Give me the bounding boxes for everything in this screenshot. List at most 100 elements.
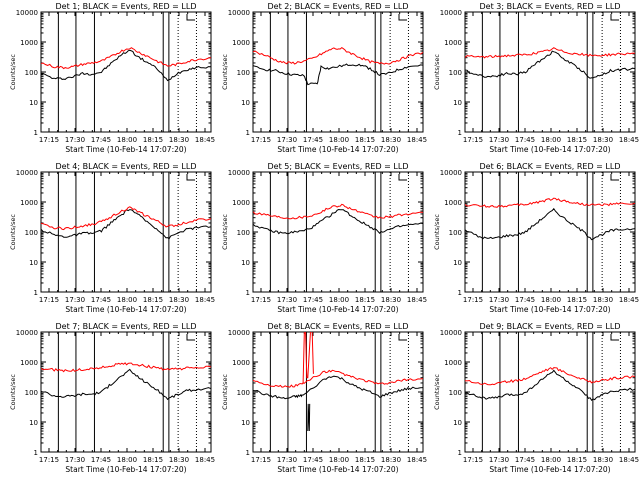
panel-det-1: Det 1; BLACK = Events, RED = LLD 1 10 100 10… bbox=[9, 2, 215, 154]
x-tick-label: 17:15 bbox=[463, 136, 483, 144]
x-tick-label: 18:00 bbox=[541, 136, 561, 144]
y-tick-label: 100 bbox=[449, 229, 462, 237]
series-events-line bbox=[253, 63, 423, 86]
y-tick-label: 1000 bbox=[232, 39, 250, 47]
panel-title: Det 2; BLACK = Events, RED = LLD bbox=[268, 2, 409, 11]
panel-title: Det 5; BLACK = Events, RED = LLD bbox=[268, 162, 409, 171]
series-events-line bbox=[41, 49, 211, 82]
y-tick-label: 10 bbox=[29, 419, 38, 427]
x-tick-label: 18:30 bbox=[593, 456, 613, 464]
series-lld-line bbox=[253, 46, 423, 65]
series-group bbox=[253, 332, 423, 432]
y-tick-label: 10000 bbox=[228, 329, 250, 337]
x-tick-label: 17:15 bbox=[39, 456, 59, 464]
x-tick-label: 18:15 bbox=[143, 296, 163, 304]
x-tick-label: 18:15 bbox=[567, 456, 587, 464]
y-tick-label: 100 bbox=[449, 69, 462, 77]
series-group bbox=[41, 206, 211, 240]
y-tick-label: 10 bbox=[29, 259, 38, 267]
series-group bbox=[41, 362, 211, 401]
panel-title: Det 1; BLACK = Events, RED = LLD bbox=[56, 2, 197, 11]
x-tick-label: 17:30 bbox=[277, 136, 297, 144]
panel-det-5: Det 5; BLACK = Events, RED = LLD 1 10 100 10… bbox=[221, 162, 427, 314]
x-tick-label: 18:00 bbox=[117, 456, 137, 464]
x-tick-label: 17:45 bbox=[515, 136, 535, 144]
x-tick-label: 17:30 bbox=[65, 136, 85, 144]
series-saturation-spike-lld-line bbox=[302, 332, 314, 384]
y-tick-label: 1 bbox=[246, 449, 250, 457]
x-tick-label: 18:45 bbox=[619, 456, 639, 464]
y-tick-label: 100 bbox=[25, 229, 38, 237]
x-tick-label: 18:30 bbox=[169, 136, 189, 144]
x-tick-label: 17:15 bbox=[39, 136, 59, 144]
y-tick-label: 10 bbox=[241, 419, 250, 427]
corner-marker bbox=[398, 14, 407, 21]
x-tick-label: 17:45 bbox=[515, 456, 535, 464]
corner-marker bbox=[398, 334, 407, 341]
y-tick-label: 1 bbox=[458, 289, 462, 297]
series-group bbox=[253, 203, 423, 235]
x-tick-label: 18:45 bbox=[195, 296, 215, 304]
corner-marker bbox=[610, 174, 619, 181]
x-tick-label: 17:45 bbox=[303, 296, 323, 304]
x-tick-label: 18:15 bbox=[143, 136, 163, 144]
series-group bbox=[465, 47, 635, 79]
x-tick-label: 18:15 bbox=[355, 456, 375, 464]
x-tick-label: 17:45 bbox=[303, 136, 323, 144]
x-tick-label: 18:30 bbox=[381, 296, 401, 304]
x-tick-label: 17:45 bbox=[91, 456, 111, 464]
x-tick-label: 18:45 bbox=[407, 136, 427, 144]
x-tick-label: 17:30 bbox=[489, 456, 509, 464]
y-axis-label: Counts/sec bbox=[221, 214, 229, 250]
x-tick-label: 18:00 bbox=[117, 296, 137, 304]
y-tick-label: 1 bbox=[34, 289, 38, 297]
y-tick-label: 10 bbox=[453, 259, 462, 267]
x-tick-label: 18:45 bbox=[407, 456, 427, 464]
y-tick-label: 10 bbox=[241, 99, 250, 107]
series-dropout-events-line bbox=[307, 403, 311, 432]
x-axis-label: Start Time (10-Feb-14 17:07:20) bbox=[65, 145, 186, 154]
panel-title: Det 8; BLACK = Events, RED = LLD bbox=[268, 322, 409, 331]
panel-det-9: Det 9; BLACK = Events, RED = LLD 1 10 100 10… bbox=[433, 322, 639, 474]
x-tick-label: 17:30 bbox=[65, 456, 85, 464]
series-events-line bbox=[41, 209, 211, 240]
x-tick-label: 17:30 bbox=[65, 296, 85, 304]
panel-det-4: Det 4; BLACK = Events, RED = LLD 1 10 100 10… bbox=[9, 162, 215, 314]
panel-det-3: Det 3; BLACK = Events, RED = LLD 1 10 100 10… bbox=[433, 2, 639, 154]
series-group bbox=[465, 197, 635, 241]
y-tick-label: 10 bbox=[241, 259, 250, 267]
x-tick-label: 18:45 bbox=[195, 456, 215, 464]
series-lld-line bbox=[41, 47, 211, 70]
panel-det-7: Det 7; BLACK = Events, RED = LLD 1 10 100 10… bbox=[9, 322, 215, 474]
y-tick-label: 1 bbox=[458, 449, 462, 457]
y-tick-label: 10000 bbox=[16, 169, 38, 177]
series-lld-line bbox=[253, 203, 423, 220]
corner-marker bbox=[186, 174, 195, 181]
x-tick-label: 17:30 bbox=[277, 296, 297, 304]
y-tick-label: 10000 bbox=[228, 169, 250, 177]
series-lld-line bbox=[253, 369, 423, 388]
y-tick-label: 1 bbox=[246, 129, 250, 137]
y-tick-label: 1000 bbox=[20, 199, 38, 207]
panel-det-2: Det 2; BLACK = Events, RED = LLD 1 10 100 10… bbox=[221, 2, 427, 154]
y-tick-label: 10000 bbox=[440, 169, 462, 177]
x-tick-label: 17:15 bbox=[463, 296, 483, 304]
x-tick-label: 18:30 bbox=[593, 296, 613, 304]
x-axis-label: Start Time (10-Feb-14 17:07:20) bbox=[489, 465, 610, 474]
y-axis-label: Counts/sec bbox=[9, 214, 17, 250]
y-tick-label: 10000 bbox=[440, 9, 462, 17]
x-axis-label: Start Time (10-Feb-14 17:07:20) bbox=[489, 145, 610, 154]
x-tick-label: 17:45 bbox=[303, 456, 323, 464]
x-tick-label: 17:45 bbox=[515, 296, 535, 304]
x-tick-label: 18:15 bbox=[567, 296, 587, 304]
y-tick-label: 1000 bbox=[444, 39, 462, 47]
panel-title: Det 3; BLACK = Events, RED = LLD bbox=[480, 2, 621, 11]
x-tick-label: 17:30 bbox=[489, 136, 509, 144]
series-events-line bbox=[253, 375, 423, 400]
y-tick-label: 10000 bbox=[16, 329, 38, 337]
series-lld-line bbox=[41, 362, 211, 373]
series-lld-line bbox=[465, 197, 635, 208]
corner-marker bbox=[610, 14, 619, 21]
x-tick-label: 18:45 bbox=[619, 296, 639, 304]
panel-title: Det 7; BLACK = Events, RED = LLD bbox=[56, 322, 197, 331]
